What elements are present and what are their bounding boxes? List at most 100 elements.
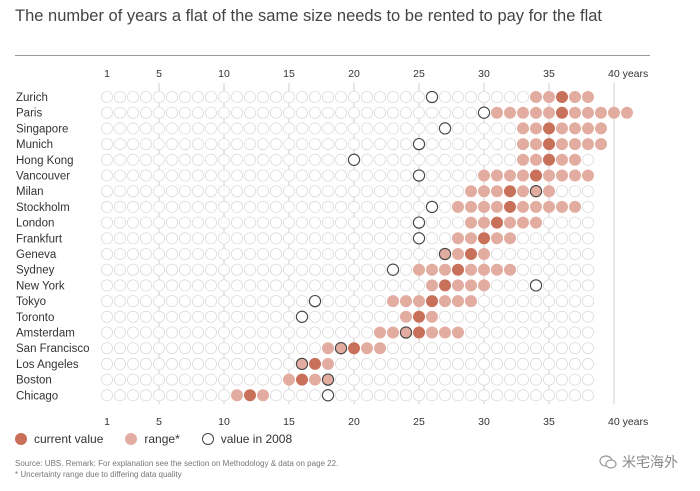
empty-dot — [490, 326, 503, 339]
empty-dot — [569, 279, 582, 292]
legend-2008-label: value in 2008 — [220, 432, 293, 446]
empty-dot — [569, 357, 582, 370]
empty-dot — [127, 263, 140, 276]
range-dot — [464, 295, 477, 308]
empty-dot — [204, 389, 217, 402]
range-dot — [517, 200, 530, 213]
empty-dot — [373, 247, 386, 260]
empty-dot — [139, 106, 152, 119]
range-dot — [477, 279, 490, 292]
empty-dot — [360, 295, 373, 308]
empty-dot — [230, 232, 243, 245]
empty-dot — [204, 169, 217, 182]
empty-dot — [178, 122, 191, 135]
empty-dot — [464, 342, 477, 355]
empty-dot — [477, 138, 490, 151]
value-2008-marker — [295, 310, 309, 323]
empty-dot — [543, 232, 556, 245]
empty-dot — [256, 153, 269, 166]
current-value-dot — [503, 185, 516, 198]
empty-dot — [517, 342, 530, 355]
empty-dot — [347, 247, 360, 260]
range-dot — [595, 122, 608, 135]
empty-dot — [334, 169, 347, 182]
empty-dot — [295, 263, 308, 276]
empty-dot — [204, 185, 217, 198]
empty-dot — [230, 373, 243, 386]
empty-dot — [308, 326, 321, 339]
empty-dot — [139, 373, 152, 386]
range-dot — [556, 169, 569, 182]
value-2008-marker — [399, 326, 413, 339]
value-2008-marker — [295, 357, 309, 371]
empty-dot — [347, 357, 360, 370]
empty-dot — [308, 153, 321, 166]
empty-dot — [178, 153, 191, 166]
range-dot — [425, 279, 438, 292]
empty-dot — [152, 153, 165, 166]
empty-dot — [191, 389, 204, 402]
empty-dot — [295, 247, 308, 260]
legend-current-label: current value — [34, 432, 104, 446]
empty-dot — [127, 232, 140, 245]
current-value-dot — [308, 357, 321, 370]
range-dot — [451, 232, 464, 245]
empty-dot — [490, 138, 503, 151]
range-dot — [530, 200, 543, 213]
value-2008-marker — [347, 153, 361, 166]
empty-dot — [556, 342, 569, 355]
empty-dot — [217, 389, 230, 402]
value-2008-marker — [412, 216, 426, 229]
city-label: Milan — [16, 186, 43, 198]
empty-dot — [295, 342, 308, 355]
empty-dot — [165, 389, 178, 402]
empty-dot — [127, 185, 140, 198]
empty-dot — [139, 389, 152, 402]
empty-dot — [582, 279, 595, 292]
empty-dot — [256, 310, 269, 323]
empty-dot — [347, 389, 360, 402]
empty-dot — [582, 373, 595, 386]
empty-dot — [204, 279, 217, 292]
empty-dot — [191, 373, 204, 386]
empty-dot — [543, 310, 556, 323]
empty-dot — [517, 357, 530, 370]
range-dot — [230, 389, 243, 402]
chart-row: Chicago — [16, 389, 595, 402]
current-value-dot — [412, 310, 425, 323]
x-tick-label-bottom: 1 — [104, 416, 110, 428]
empty-dot — [178, 247, 191, 260]
empty-dot — [347, 185, 360, 198]
empty-dot — [438, 200, 451, 213]
empty-dot — [321, 91, 334, 104]
range-dot — [569, 122, 582, 135]
empty-dot — [295, 200, 308, 213]
empty-dot — [347, 106, 360, 119]
empty-dot — [230, 138, 243, 151]
empty-dot — [204, 91, 217, 104]
empty-dot — [477, 153, 490, 166]
empty-dot — [282, 200, 295, 213]
empty-dot — [438, 106, 451, 119]
empty-dot — [438, 153, 451, 166]
empty-dot — [425, 138, 438, 151]
range-dot — [517, 216, 530, 229]
range-dot — [569, 91, 582, 104]
empty-dot — [256, 138, 269, 151]
empty-dot — [373, 138, 386, 151]
empty-dot — [386, 357, 399, 370]
empty-dot — [543, 247, 556, 260]
chart-row: Sydney — [16, 263, 595, 277]
range-dot — [530, 106, 543, 119]
x-tick-label-bottom: 5 — [156, 416, 162, 428]
x-tick-label-top: 25 — [413, 68, 425, 80]
empty-dot — [127, 357, 140, 370]
empty-dot — [282, 122, 295, 135]
range-dot — [621, 106, 634, 119]
empty-dot — [425, 153, 438, 166]
empty-dot — [114, 138, 127, 151]
empty-dot — [530, 263, 543, 276]
empty-dot — [256, 357, 269, 370]
empty-dot — [152, 263, 165, 276]
empty-dot — [282, 216, 295, 229]
